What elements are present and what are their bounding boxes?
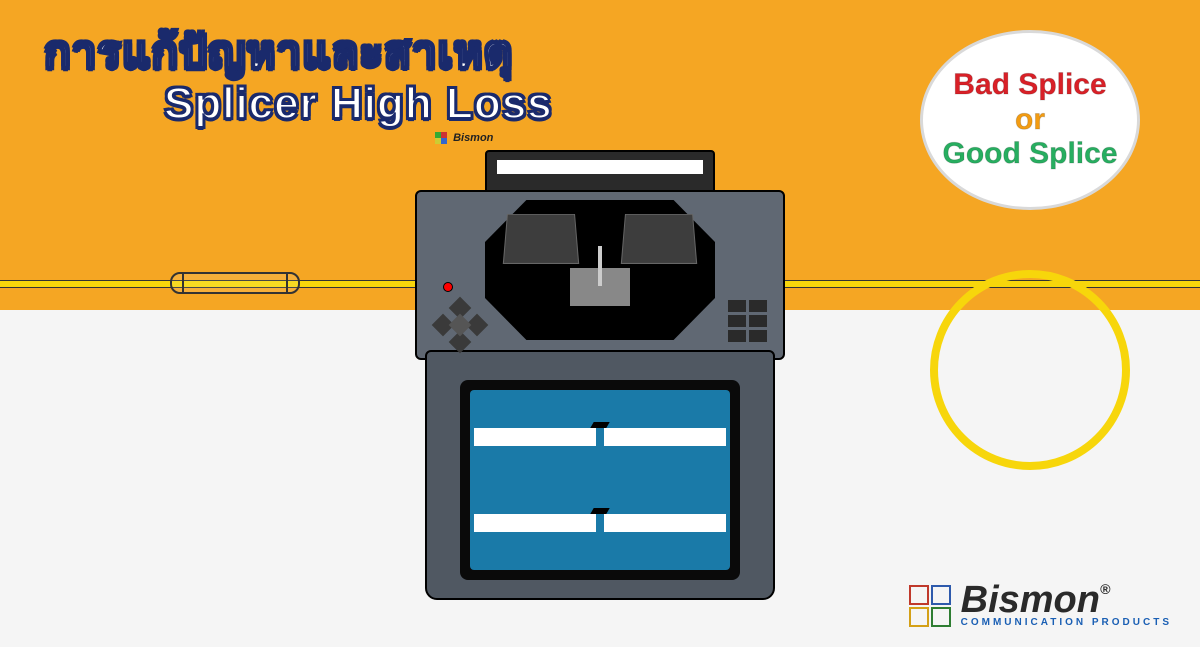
- btn-2: [749, 300, 767, 312]
- fiber-gap: [596, 428, 604, 446]
- fiber-left: [474, 428, 596, 446]
- screen-inner: [470, 390, 730, 570]
- fiber-right: [604, 428, 726, 446]
- brand-text-block: Bismon® COMMUNICATION PRODUCTS: [961, 583, 1172, 628]
- title-line-1: การแก้ปัญหาและสาเหตุ: [44, 28, 553, 79]
- infographic-canvas: การแก้ปัญหาและสาเหตุ Splicer High Loss B…: [0, 0, 1200, 647]
- dpad-center-icon: [449, 314, 472, 337]
- device-logo-icon: [435, 132, 447, 144]
- badge-good: Good Splice: [942, 137, 1117, 172]
- brand-reg: ®: [1100, 581, 1110, 597]
- badge-circle: Bad Splice or Good Splice: [920, 30, 1140, 210]
- badge-bad: Bad Splice: [953, 68, 1106, 103]
- dpad-control: [435, 300, 485, 350]
- power-led-icon: [443, 282, 453, 292]
- device-logo: Bismon: [435, 132, 493, 144]
- btn-3: [728, 315, 746, 327]
- splice-sleeve: [170, 272, 300, 294]
- badge-or: or: [1015, 103, 1045, 138]
- fiber-gap: [596, 514, 604, 532]
- btn-6: [749, 330, 767, 342]
- brand-logo: Bismon® COMMUNICATION PRODUCTS: [907, 583, 1172, 629]
- btn-1: [728, 300, 746, 312]
- brand-mark-icon: [907, 583, 953, 629]
- fiber-loop: [930, 270, 1130, 470]
- title-line-2: Splicer High Loss: [164, 79, 553, 130]
- title-block: การแก้ปัญหาและสาเหตุ Splicer High Loss: [44, 28, 553, 129]
- fiber-left: [474, 514, 596, 532]
- btn-4: [749, 315, 767, 327]
- button-grid: [728, 300, 767, 342]
- screen-fiber-row-1: [474, 414, 726, 460]
- btn-5: [728, 330, 746, 342]
- splicer-screen: [460, 380, 740, 580]
- brand-name: Bismon: [961, 579, 1100, 621]
- fiber-right: [604, 514, 726, 532]
- fiber-clamp-left: [503, 214, 579, 264]
- device-logo-name: Bismon: [453, 132, 493, 144]
- screen-fiber-row-2: [474, 500, 726, 546]
- fiber-clamp-right: [621, 214, 697, 264]
- electrode: [598, 246, 602, 286]
